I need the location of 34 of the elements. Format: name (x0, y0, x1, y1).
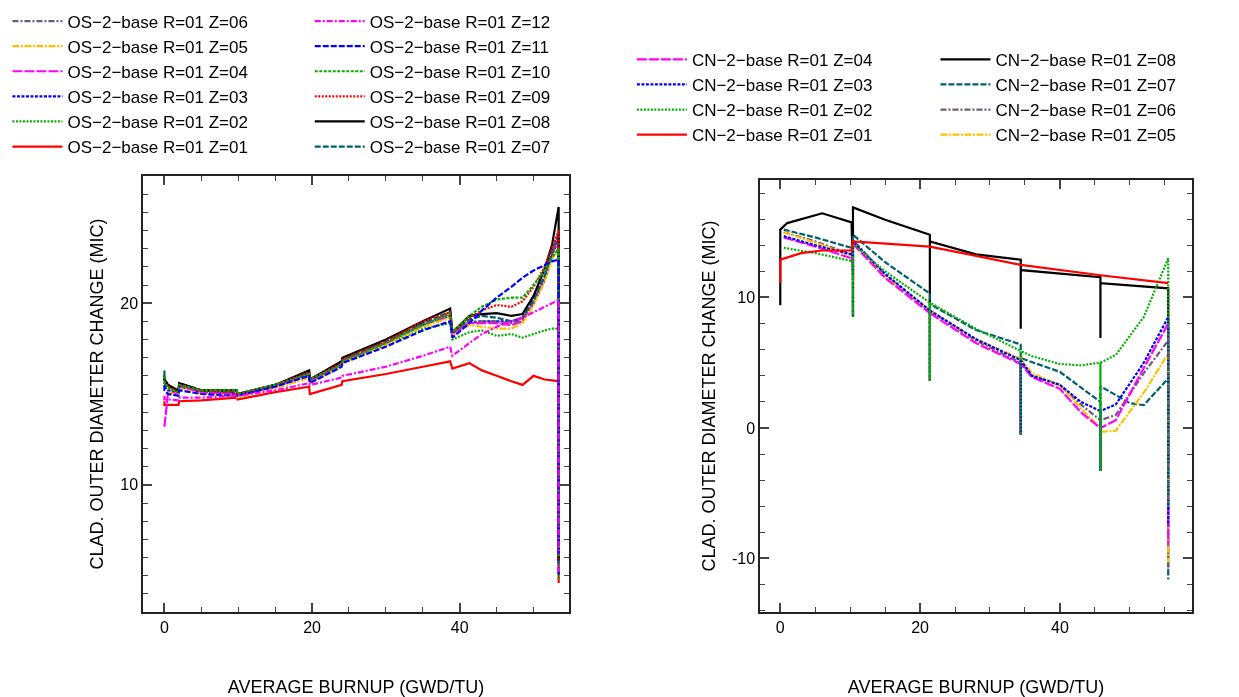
legend-label: OS−2−base R=01 Z=01 (67, 138, 248, 158)
y-tick-label: 0 (746, 419, 756, 437)
legend-label: CN−2−base R=01 Z=02 (691, 101, 873, 121)
x-tick-label: 20 (303, 618, 322, 636)
legend-label: OS−2−base R=01 Z=08 (369, 113, 551, 133)
x-tick-label: 40 (1050, 618, 1069, 636)
legend-label: CN−2−base R=01 Z=04 (691, 51, 873, 70)
legend-label: CN−2−base R=01 Z=07 (995, 76, 1176, 96)
legend-label: CN−2−base R=01 Z=05 (995, 126, 1176, 146)
legend-label: OS−2−base R=01 Z=02 (67, 113, 248, 133)
legend-label: OS−2−base R=01 Z=06 (67, 12, 248, 32)
y-tick-label: -10 (731, 550, 756, 568)
x-axis-title: AVERAGE BURNUP (GWD/TU) (847, 677, 1105, 697)
y-tick-label: 10 (120, 476, 139, 494)
legend-label: OS−2−base R=01 Z=05 (67, 37, 248, 57)
legend-label: OS−2−base R=01 Z=11 (369, 37, 550, 57)
x-tick-label: 40 (450, 618, 469, 636)
legend-label: OS−2−base R=01 Z=10 (369, 62, 551, 82)
legend-label: OS−2−base R=01 Z=03 (67, 87, 248, 107)
legend-label: CN−2−base R=01 Z=03 (691, 76, 873, 96)
x-tick-label: 20 (911, 618, 930, 636)
legend-label: OS−2−base R=01 Z=04 (67, 62, 248, 82)
x-tick-label: 0 (775, 618, 785, 636)
legend-label: CN−2−base R=01 Z=01 (691, 126, 873, 146)
legend-label: OS−2−base R=01 Z=09 (369, 87, 551, 107)
legend-label: OS−2−base R=01 Z=07 (369, 138, 551, 158)
legend-label: CN−2−base R=01 Z=08 (995, 51, 1176, 70)
x-tick-label: 0 (159, 618, 169, 636)
y-axis-title: CLAD. OUTER DIAMETER CHANGE (MIC) (86, 218, 107, 570)
y-axis-title: CLAD. OUTER DIAMETER CHANGE (MIC) (698, 220, 719, 572)
legend-label: OS−2−base R=01 Z=12 (369, 12, 551, 32)
y-tick-label: 10 (737, 289, 756, 307)
x-axis-title: AVERAGE BURNUP (GWD/TU) (227, 677, 485, 697)
legend-label: CN−2−base R=01 Z=06 (995, 101, 1176, 121)
